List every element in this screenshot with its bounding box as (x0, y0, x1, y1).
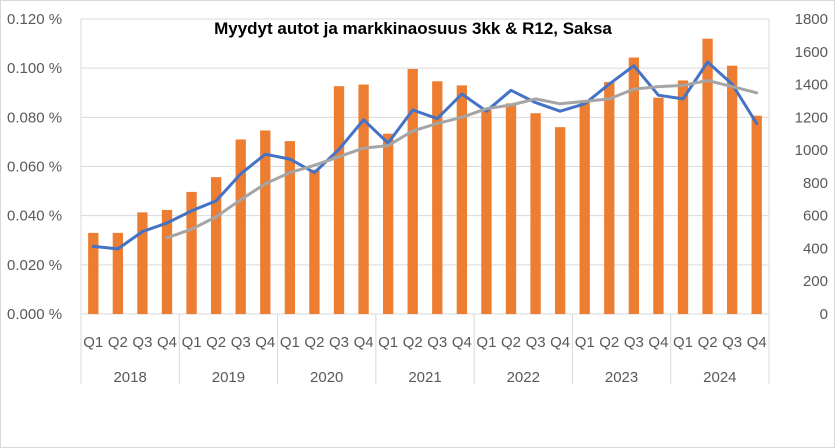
quarter-tick-label: Q4 (648, 334, 668, 351)
sales-bar (554, 127, 566, 315)
quarter-tick-label: Q3 (427, 334, 447, 351)
sales-bar (653, 97, 664, 315)
left-axis-tick-label: 0.120 % (7, 11, 62, 28)
tick-labels: 0.000 % 0.020 % 0.040 % 0.060 % 0.080 % 0.100… (7, 11, 828, 386)
quarter-tick-label: Q4 (452, 334, 472, 351)
sales-bar (284, 141, 296, 314)
quarter-tick-label: Q2 (108, 334, 128, 351)
left-axis-tick-label: 0.020 % (7, 257, 62, 274)
quarter-tick-label: Q1 (182, 334, 202, 351)
sales-bar (309, 169, 320, 314)
sales-bar (210, 177, 222, 314)
left-axis-tick-label: 0.080 % (7, 109, 62, 126)
quarter-tick-label: Q1 (378, 334, 398, 351)
sales-bar (628, 57, 640, 315)
market-share-r12-line (165, 79, 759, 240)
line-series (91, 60, 759, 251)
year-tick-label: 2022 (507, 369, 540, 386)
quarter-tick-label: Q1 (673, 334, 693, 351)
sales-bar (112, 232, 124, 314)
quarter-tick-label: Q3 (132, 334, 152, 351)
sales-bar (604, 82, 615, 314)
sales-bar (235, 139, 246, 314)
quarter-tick-label: Q4 (550, 334, 570, 351)
right-axis-tick-label: 1200 (795, 109, 828, 126)
quarter-tick-label: Q4 (747, 334, 767, 351)
sales-bar (481, 109, 492, 314)
quarter-tick-label: Q4 (157, 334, 177, 351)
year-tick-label: 2018 (113, 369, 146, 386)
year-tick-label: 2024 (703, 369, 736, 386)
quarter-tick-label: Q2 (501, 334, 521, 351)
left-axis-tick-label: 0.060 % (7, 159, 62, 176)
quarter-tick-label: Q3 (526, 334, 546, 351)
bar-series-sales (88, 38, 762, 315)
year-tick-label: 2023 (605, 369, 638, 386)
sales-bar (358, 84, 369, 314)
sales-bar (333, 86, 345, 314)
quarter-tick-label: Q4 (354, 334, 374, 351)
year-tick-label: 2019 (212, 369, 245, 386)
right-axis-tick-label: 400 (803, 240, 828, 257)
sales-bar (260, 130, 271, 314)
quarter-tick-label: Q1 (575, 334, 595, 351)
sales-bar (161, 209, 173, 314)
axes (80, 19, 770, 384)
left-axis-tick-label: 0.100 % (7, 60, 62, 77)
sales-bar (186, 191, 197, 314)
year-tick-label: 2021 (408, 369, 441, 386)
right-axis-tick-label: 600 (803, 208, 828, 225)
quarter-tick-label: Q4 (255, 334, 275, 351)
sales-bar (407, 68, 418, 314)
sales-bar (530, 113, 541, 314)
right-axis-tick-label: 1800 (795, 11, 828, 28)
quarter-tick-label: Q2 (403, 334, 423, 351)
right-axis-tick-label: 1600 (795, 44, 828, 61)
gridlines (81, 18, 769, 315)
sales-bar (751, 115, 762, 314)
quarter-tick-label: Q2 (206, 334, 226, 351)
sales-bar (432, 81, 443, 315)
sales-bar (382, 133, 394, 314)
sales-bar (505, 103, 517, 315)
right-axis-tick-label: 800 (803, 175, 828, 192)
sales-bar (88, 232, 99, 314)
sales-bar (579, 100, 590, 314)
chart-title: Myydyt autot ja markkinaosuus 3kk & R12,… (214, 19, 612, 38)
year-tick-label: 2020 (310, 369, 343, 386)
quarter-tick-label: Q2 (599, 334, 619, 351)
left-axis-tick-label: 0.000 % (7, 306, 62, 323)
right-axis-tick-label: 0 (820, 306, 828, 323)
quarter-tick-label: Q1 (476, 334, 496, 351)
quarter-tick-label: Q2 (304, 334, 324, 351)
market-share-3m-line (91, 60, 759, 251)
quarter-tick-label: Q3 (329, 334, 349, 351)
quarter-tick-label: Q1 (83, 334, 103, 351)
sales-bar (456, 85, 468, 314)
sales-bar (702, 38, 713, 315)
sales-bar (677, 80, 689, 314)
quarter-tick-label: Q2 (698, 334, 718, 351)
right-axis-tick-label: 200 (803, 273, 828, 290)
sales-bar (137, 212, 148, 314)
right-axis-tick-label: 1000 (795, 142, 828, 159)
sales-bar (726, 65, 738, 314)
right-axis-tick-label: 1400 (795, 77, 828, 94)
left-axis-tick-label: 0.040 % (7, 208, 62, 225)
quarter-tick-label: Q3 (231, 334, 251, 351)
quarter-tick-label: Q3 (624, 334, 644, 351)
quarter-tick-label: Q1 (280, 334, 300, 351)
quarter-tick-label: Q3 (722, 334, 742, 351)
